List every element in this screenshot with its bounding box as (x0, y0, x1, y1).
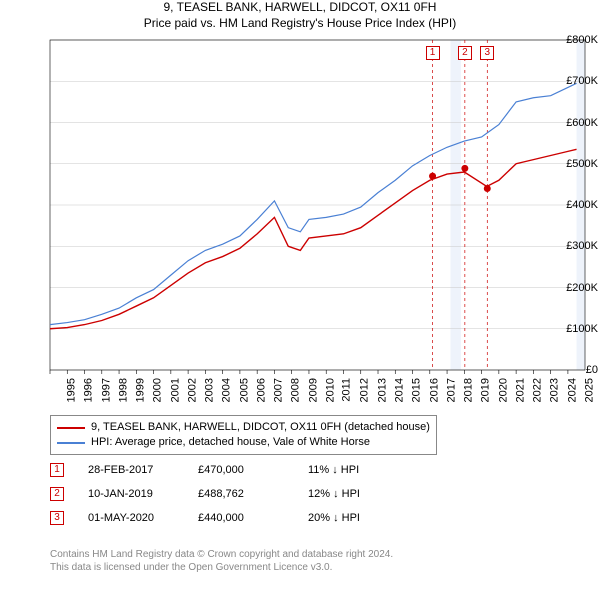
x-axis-label: 2009 (307, 378, 319, 402)
sale-diff: 20% ↓ HPI (308, 512, 428, 524)
x-axis-label: 1995 (65, 378, 77, 402)
x-axis-label: 2022 (532, 378, 544, 402)
y-axis-label: £700K (552, 75, 598, 87)
legend-label: HPI: Average price, detached house, Vale… (91, 435, 370, 450)
footer-line1: Contains HM Land Registry data © Crown c… (50, 548, 393, 561)
y-axis-label: £800K (552, 34, 598, 46)
sale-diff: 12% ↓ HPI (308, 488, 428, 500)
legend: 9, TEASEL BANK, HARWELL, DIDCOT, OX11 0F… (50, 415, 437, 455)
y-axis-label: £200K (552, 282, 598, 294)
x-axis-label: 1998 (117, 378, 129, 402)
x-axis-label: 2008 (290, 378, 302, 402)
x-axis-label: 2024 (566, 378, 578, 402)
x-axis-label: 2020 (497, 378, 509, 402)
sale-row: 3 01-MAY-2020£440,00020% ↓ HPI (50, 511, 428, 525)
legend-swatch (57, 427, 85, 429)
x-axis-label: 1999 (135, 378, 147, 402)
footer-line2: This data is licensed under the Open Gov… (50, 561, 393, 574)
x-axis-label: 1996 (83, 378, 95, 402)
x-axis-label: 2019 (480, 378, 492, 402)
sale-row: 2 10-JAN-2019£488,76212% ↓ HPI (50, 487, 428, 501)
x-axis-label: 2006 (255, 378, 267, 402)
legend-row: HPI: Average price, detached house, Vale… (57, 435, 430, 450)
sale-price: £440,000 (198, 512, 308, 524)
y-axis-label: £300K (552, 240, 598, 252)
chart-area: £0 £100K £200K £300K £400K £500K £600K £700K £80… (0, 0, 600, 415)
sale-price: £488,762 (198, 488, 308, 500)
y-axis-label: £100K (552, 323, 598, 335)
y-axis-label: £400K (552, 199, 598, 211)
sale-date: 10-JAN-2019 (88, 488, 198, 500)
x-axis-label: 2003 (204, 378, 216, 402)
x-axis-label: 2015 (411, 378, 423, 402)
legend-row: 9, TEASEL BANK, HARWELL, DIDCOT, OX11 0F… (57, 420, 430, 435)
chart-svg (0, 0, 600, 415)
x-axis-label: 2018 (463, 378, 475, 402)
legend-label: 9, TEASEL BANK, HARWELL, DIDCOT, OX11 0F… (91, 420, 430, 435)
x-axis-label: 1997 (100, 378, 112, 402)
sale-marker-2: 2 (458, 46, 472, 60)
sale-marker-1: 1 (426, 46, 440, 60)
x-axis-label: 2016 (428, 378, 440, 402)
sale-date: 01-MAY-2020 (88, 512, 198, 524)
x-axis-label: 2007 (273, 378, 285, 402)
sale-date: 28-FEB-2017 (88, 464, 198, 476)
sale-row: 1 28-FEB-2017£470,00011% ↓ HPI (50, 463, 428, 477)
y-axis-label: £600K (552, 117, 598, 129)
sale-price: £470,000 (198, 464, 308, 476)
x-axis-label: 2014 (393, 378, 405, 402)
sale-row-marker: 1 (50, 463, 64, 477)
sale-row-marker: 2 (50, 487, 64, 501)
x-axis-label: 2012 (359, 378, 371, 402)
sale-marker-3: 3 (480, 46, 494, 60)
x-axis-label: 2013 (376, 378, 388, 402)
x-axis-label: 2002 (186, 378, 198, 402)
sale-row-marker: 3 (50, 511, 64, 525)
sale-diff: 11% ↓ HPI (308, 464, 428, 476)
legend-swatch (57, 442, 85, 444)
y-axis-label: £500K (552, 158, 598, 170)
x-axis-label: 2000 (152, 378, 164, 402)
x-axis-label: 2021 (514, 378, 526, 402)
x-axis-label: 2004 (221, 378, 233, 402)
x-axis-label: 2001 (169, 378, 181, 402)
x-axis-label: 2023 (549, 378, 561, 402)
x-axis-label: 2017 (445, 378, 457, 402)
footer: Contains HM Land Registry data © Crown c… (50, 548, 393, 574)
series-hpi (50, 83, 577, 324)
x-axis-label: 2005 (238, 378, 250, 402)
x-axis-label: 2025 (583, 378, 595, 402)
x-axis-label: 2011 (341, 378, 353, 402)
y-axis-label: £0 (552, 364, 598, 376)
x-axis-label: 2010 (324, 378, 336, 402)
